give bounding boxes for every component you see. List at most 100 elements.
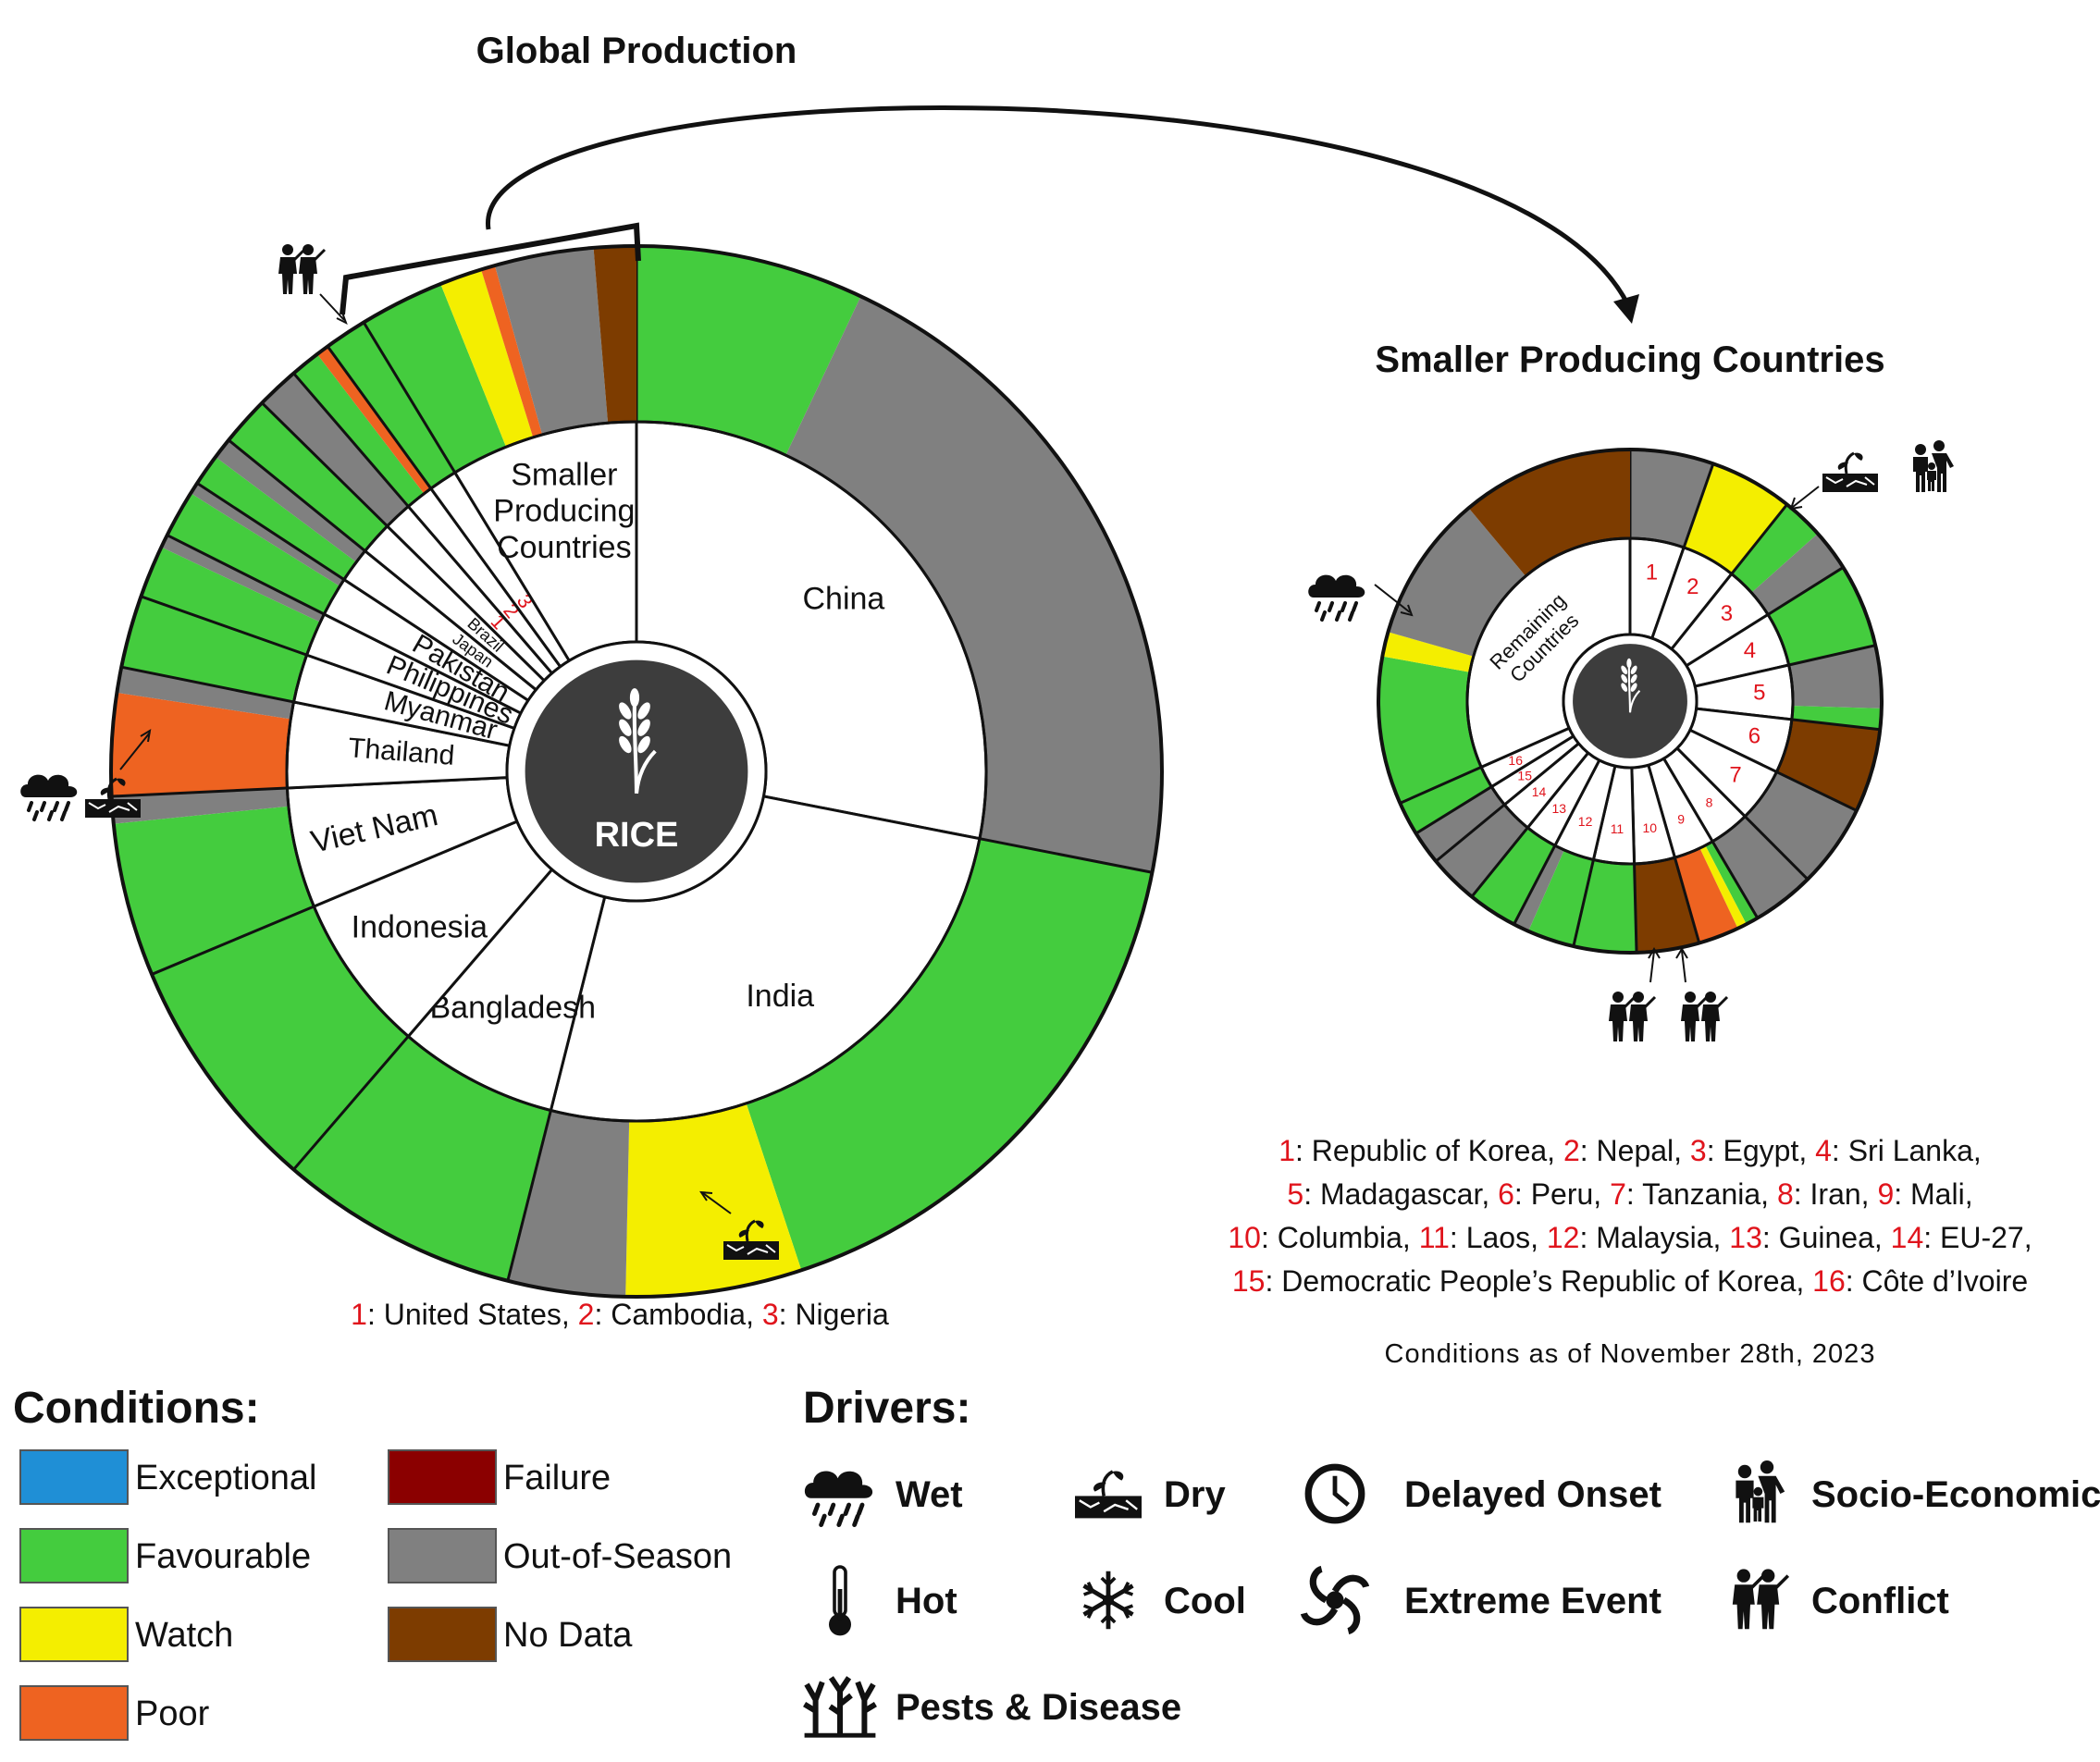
rice-center-label: RICE xyxy=(595,816,679,855)
driver-label-hot: Hot xyxy=(896,1581,957,1621)
global-condition-indonesia-favourable xyxy=(152,906,409,1170)
global-legend-num-1: 1 xyxy=(351,1298,367,1331)
smaller-producing-chart: 12345678910111213141516RemainingCountrie… xyxy=(1377,448,1884,955)
global-divider-3 xyxy=(292,1035,410,1171)
smaller-divider-4 xyxy=(1788,644,1876,667)
global-condition-smaller-producing-countries-poor xyxy=(481,265,543,437)
nepal-driver-icons xyxy=(1789,440,1954,511)
smaller-legend-text-9: : Mali, xyxy=(1894,1177,1972,1211)
global-condition-smaller-producing-countries-no-data xyxy=(593,246,636,424)
smaller-condition-5-favourable xyxy=(1791,706,1882,730)
smaller-label-1: 1 xyxy=(1646,560,1658,585)
smaller-condition-6-no-data xyxy=(1776,719,1881,811)
global-divider-14 xyxy=(362,321,457,474)
smaller-label-15: 15 xyxy=(1517,768,1532,782)
smaller-condition-2-watch xyxy=(1684,463,1787,574)
smaller-condition-remaining-countries-out-of-season xyxy=(1388,508,1526,657)
global-condition-viet-nam-favourable xyxy=(113,806,315,975)
global-condition-smaller-producing-countries-favourable xyxy=(364,283,507,473)
global-condition-thailand-out-of-season xyxy=(117,667,294,720)
driver-label-extreme-event: Extreme Event xyxy=(1404,1581,1661,1621)
soldiers-icon xyxy=(1733,1569,1788,1629)
connector-arrow-head xyxy=(1613,294,1639,324)
global-label-india: India xyxy=(746,979,814,1014)
legend-label-out-of-season: Out-of-Season xyxy=(503,1537,732,1576)
smaller-legend-num-3: 3 xyxy=(1690,1134,1707,1167)
smaller-legend-num-10: 10 xyxy=(1228,1221,1261,1254)
global-condition-philippines-out-of-season xyxy=(161,535,325,622)
people-icon xyxy=(1736,1460,1785,1523)
smaller-divider-7 xyxy=(1744,815,1810,881)
smaller-legend-num-15: 15 xyxy=(1232,1264,1266,1298)
smaller-legend-num-7: 7 xyxy=(1610,1177,1626,1211)
smaller-legend-text-6: : Peru, xyxy=(1514,1177,1610,1211)
smaller-legend-text-1: : Republic of Korea, xyxy=(1295,1134,1563,1167)
global-condition-china-out-of-season xyxy=(785,296,1162,873)
smaller-divider-11 xyxy=(1572,859,1595,947)
india-dry-driver xyxy=(699,1190,781,1262)
global-divider-13 xyxy=(326,345,433,490)
smaller-legend-num-5: 5 xyxy=(1287,1177,1303,1211)
smaller-label-5: 5 xyxy=(1753,681,1765,706)
smaller-legend-line-1: 1: Republic of Korea, 2: Nepal, 3: Egypt… xyxy=(1279,1134,1982,1167)
global-condition-pakistan-favourable xyxy=(167,493,340,614)
bracket-line xyxy=(340,222,641,315)
driver-label-conflict: Conflict xyxy=(1811,1581,1949,1621)
global-numbered-legend: 1: United States, 2: Cambodia, 3: Nigeri… xyxy=(351,1298,889,1331)
smaller-legend-num-11: 11 xyxy=(1419,1221,1450,1254)
driver-label-cool: Cool xyxy=(1164,1581,1246,1621)
dead-trees-icon xyxy=(805,1678,876,1735)
smaller-legend-num-13: 13 xyxy=(1729,1221,1762,1254)
driver-label-pests-disease: Pests & Disease xyxy=(896,1687,1181,1728)
smaller-label-4: 4 xyxy=(1744,638,1756,663)
global-condition-brazil-favourable xyxy=(229,402,388,551)
global-condition-1-out-of-season xyxy=(262,373,409,526)
legend-swatch-poor xyxy=(19,1685,129,1741)
legend-label-failure: Failure xyxy=(503,1459,611,1497)
smaller-divider-15 xyxy=(1414,785,1493,835)
smaller-legend-num-9: 9 xyxy=(1877,1177,1894,1211)
smaller-divider-6 xyxy=(1775,770,1858,812)
smaller-producing-title: Smaller Producing Countries xyxy=(1375,339,1884,380)
global-label-bangladesh: Bangladesh xyxy=(429,990,596,1025)
smaller-legend-num-6: 6 xyxy=(1498,1177,1514,1211)
global-condition-viet-nam-out-of-season xyxy=(111,787,289,824)
smaller-outer-border xyxy=(1377,448,1884,955)
global-label-smaller-producing-countries: Smaller Producing Countries xyxy=(493,458,635,565)
drivers-legend-title: Drivers: xyxy=(803,1384,970,1433)
global-label-china: China xyxy=(802,582,884,617)
global-legend-text-3: : Nigeria xyxy=(779,1298,889,1331)
global-condition-japan-out-of-season xyxy=(215,439,365,562)
global-condition-bangladesh-favourable xyxy=(293,1036,551,1281)
remaining-wet-driver xyxy=(1308,575,1414,622)
global-condition-india-favourable xyxy=(746,838,1153,1271)
smaller-legend-text-2: : Nepal, xyxy=(1580,1134,1690,1167)
dry-soil-icon xyxy=(1073,1469,1143,1521)
smaller-legend-num-2: 2 xyxy=(1563,1134,1580,1167)
smaller-label-2: 2 xyxy=(1686,574,1699,599)
global-condition-smaller-producing-countries-out-of-season xyxy=(494,247,609,435)
global-condition-2-poor xyxy=(316,346,431,494)
smaller-ring-border xyxy=(1465,536,1795,866)
smaller-legend-line-2: 5: Madagascar, 6: Peru, 7: Tanzania, 8: … xyxy=(1287,1177,1972,1211)
smaller-divider-16 xyxy=(1399,766,1482,805)
legend-label-poor: Poor xyxy=(135,1694,210,1733)
smaller-numbered-legend: 1: Republic of Korea, 2: Nepal, 3: Egypt… xyxy=(1228,1134,2032,1298)
global-divider-9 xyxy=(196,482,345,581)
legend-label-favourable: Favourable xyxy=(135,1537,311,1576)
conditions-legend: Exceptional Favourable Watch Poor Failure Out… xyxy=(19,1449,732,1741)
smaller-legend-text-10: : Columbia, xyxy=(1261,1221,1419,1254)
smaller-condition-3-favourable xyxy=(1731,504,1818,593)
smaller-condition-13-favourable xyxy=(1471,827,1555,925)
smaller-legend-text-16: : Côte d’Ivoire xyxy=(1846,1264,2028,1298)
global-ring-border xyxy=(285,420,988,1123)
smaller-legend-text-5: : Madagascar, xyxy=(1303,1177,1498,1211)
smaller-condition-3-out-of-season xyxy=(1751,533,1844,615)
conditions-legend-title: Conditions: xyxy=(13,1384,260,1433)
smaller-legend-num-4: 4 xyxy=(1815,1134,1832,1167)
global-divider-7 xyxy=(140,595,308,657)
smaller-divider-2 xyxy=(1730,503,1788,575)
smaller-label-11: 11 xyxy=(1611,821,1624,836)
